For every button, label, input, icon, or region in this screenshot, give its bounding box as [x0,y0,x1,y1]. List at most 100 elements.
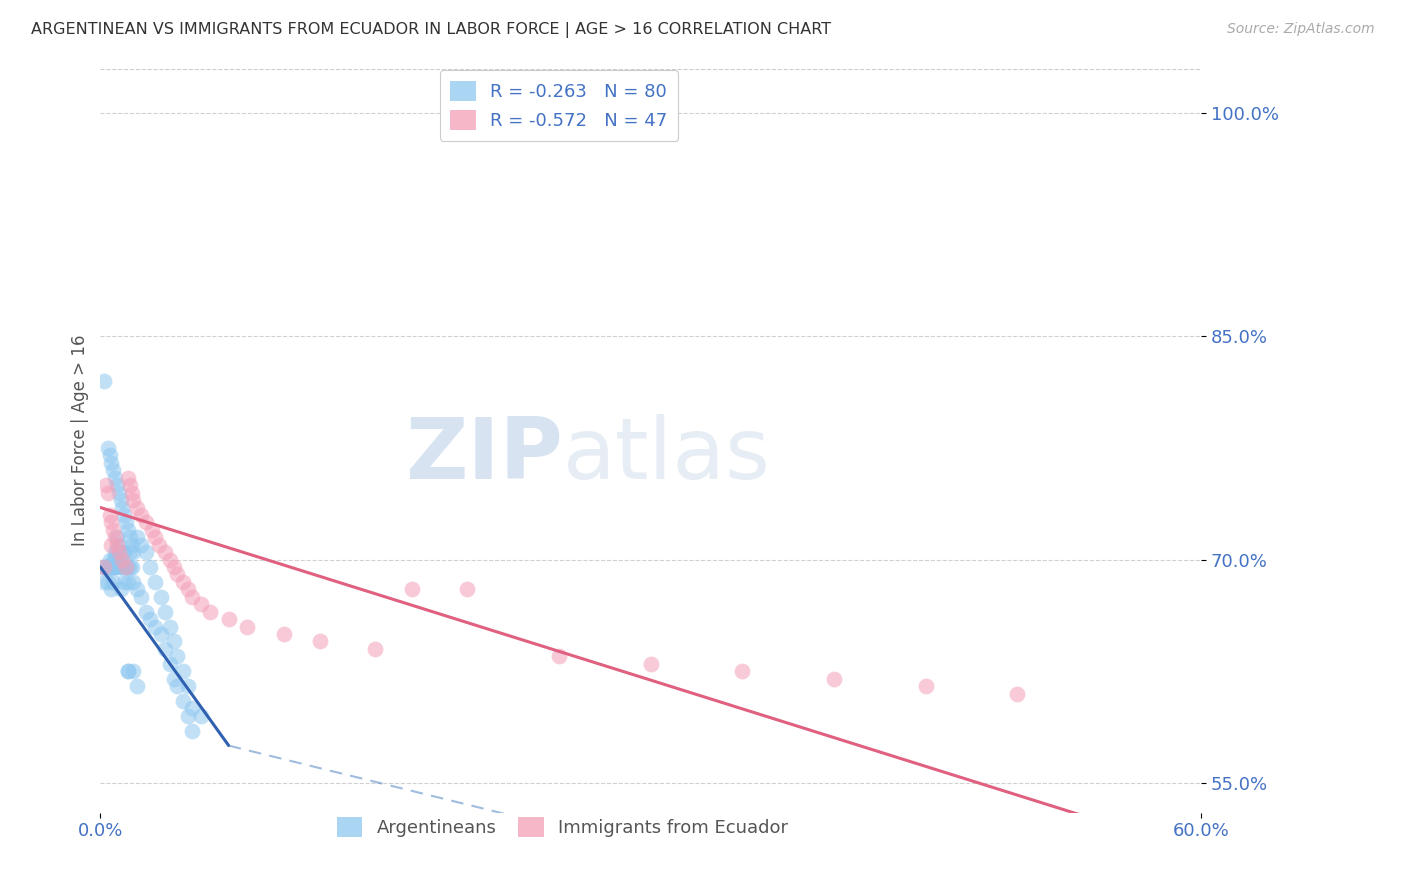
Point [547,649,569,664]
Point [159,552,181,566]
Point [145,530,167,544]
Point [110,493,132,508]
Point [98,560,121,574]
Point [97,560,120,574]
Point [145,619,167,633]
Point [117,664,139,678]
Point [1007,835,1029,849]
Point [91,560,114,574]
Point [112,545,135,559]
Point [107,538,129,552]
Point [118,545,141,559]
Legend: Argentineans, Immigrants from Ecuador: Argentineans, Immigrants from Ecuador [330,810,796,845]
Point [105,530,128,544]
Point [103,463,125,477]
Point [125,582,148,597]
Point [149,590,172,604]
Point [104,545,127,559]
Point [139,612,162,626]
Point [118,530,141,544]
Point [141,523,163,537]
Point [129,590,152,604]
Text: atlas: atlas [562,414,770,497]
Point [93,560,115,574]
Point [129,538,152,552]
Point [190,850,212,864]
Point [118,478,141,492]
Point [104,552,127,566]
Point [112,574,135,589]
Point [97,485,120,500]
Point [163,560,186,574]
Point [273,627,295,641]
Point [100,560,122,574]
Point [103,574,125,589]
Point [94,560,117,574]
Point [823,672,845,686]
Point [104,560,127,574]
Text: Source: ZipAtlas.com: Source: ZipAtlas.com [1227,22,1375,37]
Point [364,641,387,656]
Point [145,574,167,589]
Point [100,516,122,530]
Point [111,560,134,574]
Point [115,560,138,574]
Point [172,574,194,589]
Point [107,485,129,500]
Point [107,552,129,566]
Point [135,516,157,530]
Point [111,500,134,515]
Point [125,500,148,515]
Point [640,657,662,671]
Point [97,441,120,455]
Point [190,597,212,611]
Point [111,545,134,559]
Point [98,449,121,463]
Point [115,560,138,574]
Point [117,560,139,574]
Point [401,582,423,597]
Point [166,567,188,582]
Point [105,538,128,552]
Point [97,574,120,589]
Point [93,574,115,589]
Point [100,538,122,552]
Point [122,545,145,559]
Point [117,664,139,678]
Point [107,545,129,559]
Point [93,374,115,388]
Point [122,493,145,508]
Point [139,560,162,574]
Point [125,530,148,544]
Point [153,641,176,656]
Point [159,619,181,633]
Point [135,605,157,619]
Point [177,709,200,723]
Point [135,545,157,559]
Point [100,582,122,597]
Point [125,679,148,693]
Point [118,560,141,574]
Point [129,508,152,522]
Point [98,560,121,574]
Point [159,657,181,671]
Point [166,649,188,664]
Point [105,478,128,492]
Point [172,694,194,708]
Point [111,552,134,566]
Text: ARGENTINEAN VS IMMIGRANTS FROM ECUADOR IN LABOR FORCE | AGE > 16 CORRELATION CHA: ARGENTINEAN VS IMMIGRANTS FROM ECUADOR I… [31,22,831,38]
Point [181,723,204,738]
Point [110,582,132,597]
Point [121,485,143,500]
Point [731,664,754,678]
Point [100,456,122,470]
Point [112,508,135,522]
Point [190,709,212,723]
Point [218,612,240,626]
Point [236,619,259,633]
Point [914,679,936,693]
Point [181,701,204,715]
Point [456,582,478,597]
Point [94,560,117,574]
Point [163,672,186,686]
